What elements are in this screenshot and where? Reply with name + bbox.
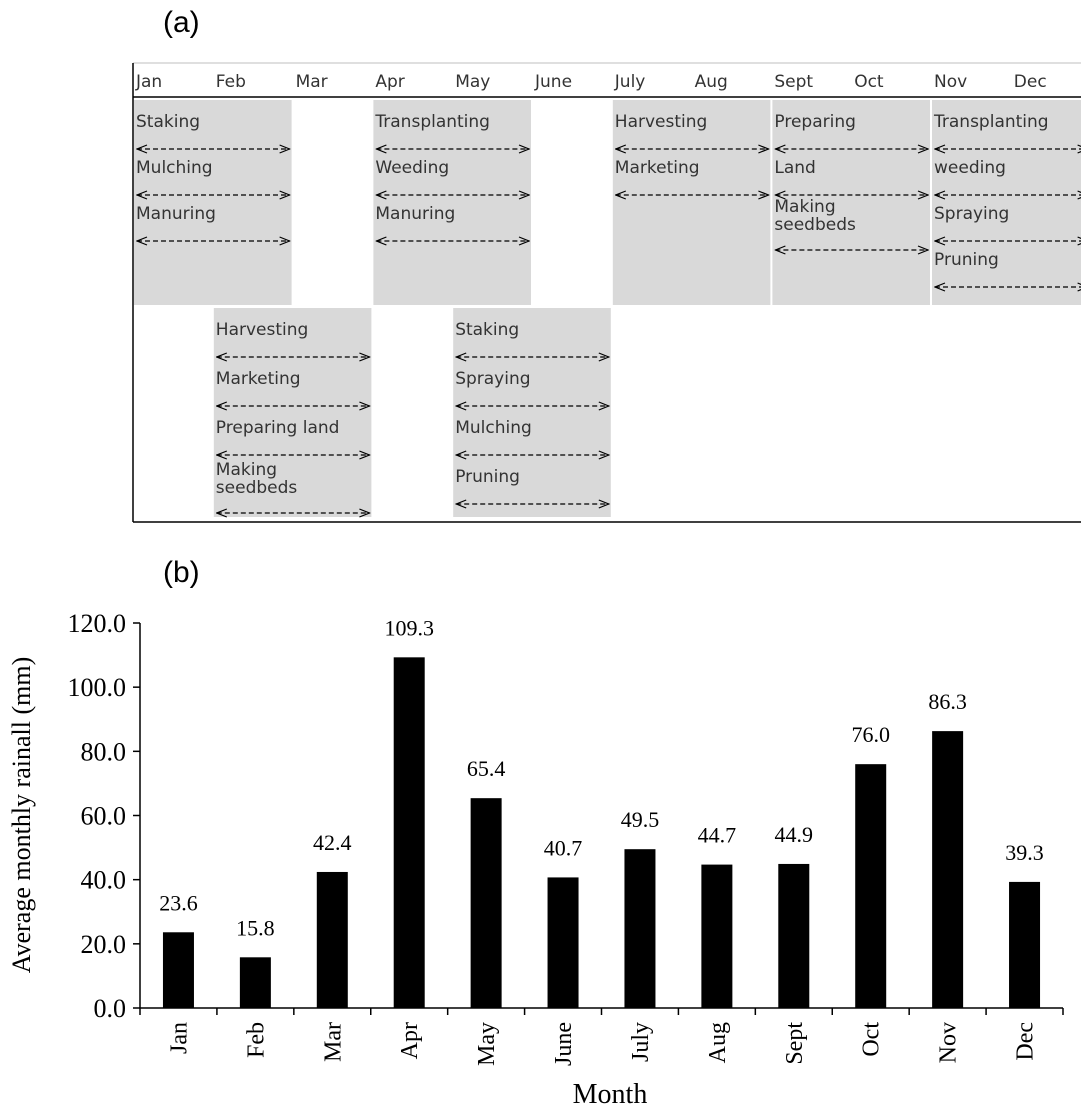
activity-label: Marketing: [615, 158, 700, 178]
bar-mar: [316, 871, 348, 1008]
x-tick-label: Feb: [243, 1022, 269, 1058]
panel-a-label: (a): [163, 6, 200, 39]
activity-label: Preparing: [774, 112, 856, 132]
data-label: 39.3: [1005, 840, 1044, 865]
y-tick-label: 100.0: [68, 673, 127, 702]
calendar-month-label: June: [534, 72, 572, 92]
calendar-month-label: July: [614, 72, 646, 92]
bar-oct: [855, 764, 887, 1008]
activity-block: [213, 308, 372, 517]
data-label: 76.0: [851, 722, 890, 747]
activity-label: Spraying: [455, 369, 530, 389]
calendar-month-label: May: [455, 72, 490, 92]
activity-label: Manuring: [375, 204, 455, 224]
calendar-month-label: Dec: [1014, 72, 1047, 92]
bar-jan: [162, 932, 194, 1008]
activity-label: Preparing land: [216, 418, 340, 438]
y-axis-title: Average monthly rainall (mm): [7, 657, 36, 973]
x-tick-label: Apr: [397, 1022, 423, 1059]
activity-label: Harvesting: [216, 320, 309, 340]
data-label: 44.9: [775, 822, 814, 847]
data-label: 23.6: [159, 890, 198, 915]
bar-may: [470, 798, 502, 1008]
x-tick-label: Mar: [320, 1022, 346, 1062]
y-tick-label: 40.0: [81, 866, 127, 895]
activity-label: Land: [774, 158, 815, 178]
x-tick-label: Oct: [859, 1022, 885, 1057]
activity-label: Manuring: [136, 204, 216, 224]
data-label: 15.8: [236, 915, 275, 940]
activity-label: Staking: [136, 112, 200, 132]
x-tick-label: Dec: [1013, 1022, 1039, 1061]
activity-label: Marketing: [216, 369, 301, 389]
y-tick-label: 80.0: [81, 737, 127, 766]
bar-sept: [778, 863, 810, 1008]
data-label: 109.3: [384, 615, 434, 640]
x-tick-label: Sept: [782, 1022, 808, 1065]
bar-dec: [1009, 881, 1041, 1008]
x-tick-label: Jan: [166, 1022, 192, 1054]
x-tick-label: Aug: [705, 1022, 731, 1063]
calendar-month-label: Apr: [375, 72, 404, 92]
data-label: 40.7: [544, 835, 583, 860]
calendar-month-label: Mar: [296, 72, 328, 92]
calendar-month-label: Jan: [135, 72, 162, 92]
activity-label-cont: seedbeds: [216, 478, 298, 498]
activity-block: [134, 100, 292, 305]
panel-b-label: (b): [163, 556, 200, 589]
activity-label: Making: [774, 197, 835, 217]
data-label: 86.3: [928, 689, 967, 714]
bar-july: [624, 849, 656, 1008]
x-tick-label: Nov: [936, 1022, 962, 1063]
activity-calendar: Staking Mulching Manuring Transplanting Weed…: [132, 62, 1081, 523]
activity-block: [453, 308, 611, 517]
calendar-month-label: Aug: [695, 72, 728, 92]
bar-nov: [932, 731, 964, 1008]
y-tick-label: 120.0: [68, 609, 127, 638]
y-tick-label: 20.0: [81, 930, 127, 959]
activity-label: Transplanting: [933, 112, 1049, 132]
x-axis-title: Month: [573, 1079, 648, 1110]
data-label: 42.4: [313, 830, 352, 855]
activity-label: Mulching: [455, 418, 532, 438]
activity-block: [932, 100, 1081, 305]
activity-label: Harvesting: [615, 112, 708, 132]
activity-label: Spraying: [934, 204, 1009, 224]
activity-label: weeding: [934, 158, 1006, 178]
x-tick-label: June: [551, 1022, 577, 1066]
calendar-month-label: Sept: [774, 72, 813, 92]
activity-label: Mulching: [136, 158, 213, 178]
activity-block: [772, 100, 930, 305]
x-tick-label: July: [628, 1022, 654, 1062]
data-label: 65.4: [467, 756, 506, 781]
activity-block: [612, 100, 771, 305]
activity-label: Transplanting: [374, 112, 490, 132]
calendar-month-label: Nov: [934, 72, 967, 92]
activity-label: Making: [216, 460, 277, 480]
y-tick-label: 60.0: [81, 802, 127, 831]
activity-block: [373, 100, 531, 305]
x-tick-label: May: [474, 1022, 500, 1066]
data-label: 44.7: [698, 823, 737, 848]
activity-label-cont: seedbeds: [774, 215, 856, 235]
activity-label: Pruning: [455, 467, 520, 487]
bar-feb: [239, 957, 271, 1008]
data-label: 49.5: [621, 807, 660, 832]
y-tick-label: 0.0: [94, 994, 127, 1023]
activity-label: Pruning: [934, 250, 999, 270]
bar-aug: [701, 864, 733, 1008]
bar-june: [547, 877, 579, 1008]
calendar-month-label: Oct: [854, 72, 884, 92]
calendar-month-label: Feb: [216, 72, 246, 92]
bar-apr: [393, 657, 425, 1008]
activity-label: Staking: [455, 320, 519, 340]
activity-label: Weeding: [375, 158, 449, 178]
